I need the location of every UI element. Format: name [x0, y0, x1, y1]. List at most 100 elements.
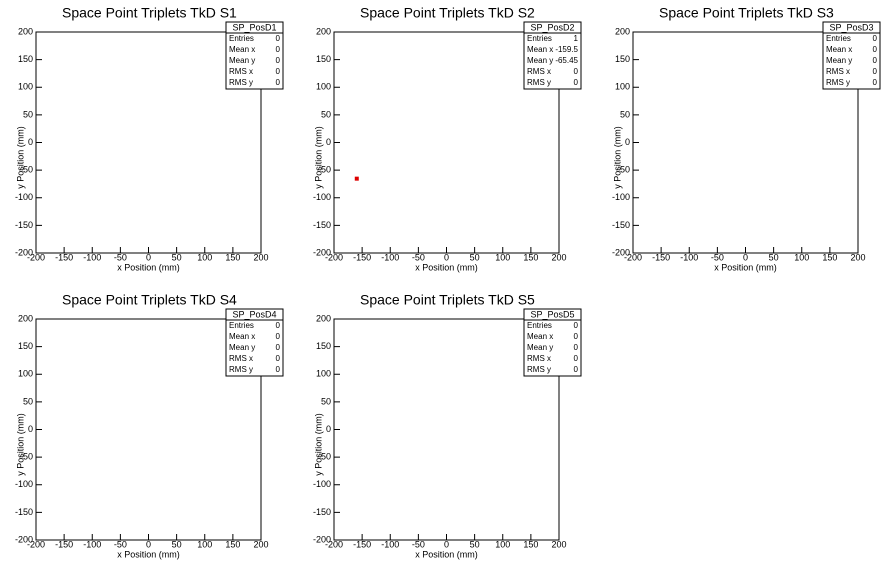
- stats-value: 0: [276, 343, 281, 352]
- x-tick-label: -50: [412, 539, 425, 549]
- stats-label: Mean x: [229, 45, 255, 54]
- chart-title: Space Point Triplets TkD S2: [360, 5, 535, 21]
- y-tick-label: -100: [15, 479, 33, 489]
- chart-title: Space Point Triplets TkD S5: [360, 292, 535, 308]
- x-tick-label: 100: [495, 539, 510, 549]
- y-tick-label: 50: [23, 109, 33, 119]
- stats-label: Mean y: [229, 56, 255, 65]
- y-tick-label: -150: [313, 220, 331, 230]
- y-tick-label: 50: [321, 109, 331, 119]
- y-axis-label: y Position (mm): [313, 126, 323, 189]
- stats-value: 0: [276, 34, 281, 43]
- x-tick-label: 200: [551, 252, 566, 262]
- chart-title: Space Point Triplets TkD S4: [62, 292, 237, 308]
- x-tick-label: 0: [146, 539, 151, 549]
- x-axis-label: x Position (mm): [117, 262, 180, 272]
- stats-label: RMS x: [826, 67, 850, 76]
- x-tick-label: -150: [353, 252, 371, 262]
- stats-value: 0: [873, 67, 878, 76]
- x-tick-label: -200: [27, 252, 45, 262]
- stats-value: 0: [574, 343, 579, 352]
- y-tick-label: 0: [326, 424, 331, 434]
- x-tick-label: 100: [197, 539, 212, 549]
- stats-label: RMS x: [527, 67, 551, 76]
- x-tick-label: 150: [822, 252, 837, 262]
- stats-label: RMS y: [527, 78, 551, 87]
- x-tick-label: -150: [55, 252, 73, 262]
- x-tick-label: 150: [523, 539, 538, 549]
- panel: Space Point Triplets TkD S5-200 -150 -100-…: [313, 292, 582, 559]
- y-tick-label: 100: [316, 369, 331, 379]
- x-tick-label: 50: [172, 539, 182, 549]
- y-tick-label: -100: [313, 479, 331, 489]
- y-tick-label: -150: [15, 507, 33, 517]
- stats-label: Entries: [229, 321, 254, 330]
- stats-label: RMS y: [229, 78, 253, 87]
- stats-value: 0: [574, 78, 579, 87]
- stats-label: RMS y: [826, 78, 850, 87]
- stats-value: -159.5: [555, 45, 578, 54]
- stats-value: 0: [276, 321, 281, 330]
- y-tick-label: 0: [326, 137, 331, 147]
- y-tick-label: -100: [313, 192, 331, 202]
- panel: Space Point Triplets TkD S1-200 -150 -100-…: [15, 5, 284, 272]
- stats-name: SP_PosD3: [829, 22, 873, 32]
- y-tick-label: -150: [313, 507, 331, 517]
- x-tick-label: 0: [146, 252, 151, 262]
- x-axis-label: x Position (mm): [714, 262, 777, 272]
- x-tick-label: 100: [197, 252, 212, 262]
- x-tick-label: -50: [114, 252, 127, 262]
- y-tick-label: -100: [15, 192, 33, 202]
- x-tick-label: -50: [711, 252, 724, 262]
- y-tick-label: 200: [316, 26, 331, 36]
- stats-label: Mean y: [826, 56, 852, 65]
- stats-label: Mean x: [826, 45, 852, 54]
- x-axis-label: x Position (mm): [415, 549, 478, 559]
- y-tick-label: 200: [615, 26, 630, 36]
- stats-value: 0: [574, 321, 579, 330]
- x-axis-label: x Position (mm): [415, 262, 478, 272]
- stats-value: 1: [574, 34, 579, 43]
- x-tick-label: -150: [353, 539, 371, 549]
- x-tick-label: -100: [381, 539, 399, 549]
- y-tick-label: -100: [612, 192, 630, 202]
- stats-value: 0: [574, 332, 579, 341]
- stats-value: 0: [276, 365, 281, 374]
- x-tick-label: 150: [225, 252, 240, 262]
- stats-value: 0: [873, 45, 878, 54]
- x-tick-label: -200: [624, 252, 642, 262]
- stats-value: -65.45: [555, 56, 578, 65]
- y-tick-label: -50: [318, 165, 331, 175]
- stats-label: Entries: [527, 34, 552, 43]
- y-tick-label: 150: [18, 341, 33, 351]
- stats-value: 0: [276, 332, 281, 341]
- stats-label: Mean y: [229, 343, 255, 352]
- stats-value: 0: [574, 365, 579, 374]
- stats-label: RMS y: [229, 365, 253, 374]
- y-tick-label: 0: [625, 137, 630, 147]
- panel: Space Point Triplets TkD S3-200 -150 -100-…: [612, 5, 881, 272]
- y-axis-label: y Position (mm): [612, 126, 622, 189]
- stats-value: 0: [574, 67, 579, 76]
- y-axis-label: y Position (mm): [313, 413, 323, 476]
- stats-value: 0: [276, 78, 281, 87]
- x-tick-label: 50: [769, 252, 779, 262]
- x-tick-label: 50: [470, 252, 480, 262]
- point: [354, 176, 359, 181]
- stats-label: RMS x: [229, 354, 253, 363]
- x-tick-label: 200: [551, 539, 566, 549]
- stats-label: Entries: [826, 34, 851, 43]
- stats-value: 0: [276, 67, 281, 76]
- x-tick-label: 200: [850, 252, 865, 262]
- y-tick-label: 150: [316, 341, 331, 351]
- stats-label: Entries: [229, 34, 254, 43]
- y-tick-label: -50: [20, 165, 33, 175]
- y-tick-label: -50: [318, 452, 331, 462]
- y-tick-label: 150: [316, 54, 331, 64]
- chart-title: Space Point Triplets TkD S3: [659, 5, 834, 21]
- y-tick-label: 150: [18, 54, 33, 64]
- x-tick-label: -150: [55, 539, 73, 549]
- y-tick-label: -50: [20, 452, 33, 462]
- panel: Space Point Triplets TkD S2-200 -150 -100-…: [313, 5, 582, 272]
- panel: Space Point Triplets TkD S4-200 -150 -100-…: [15, 292, 284, 559]
